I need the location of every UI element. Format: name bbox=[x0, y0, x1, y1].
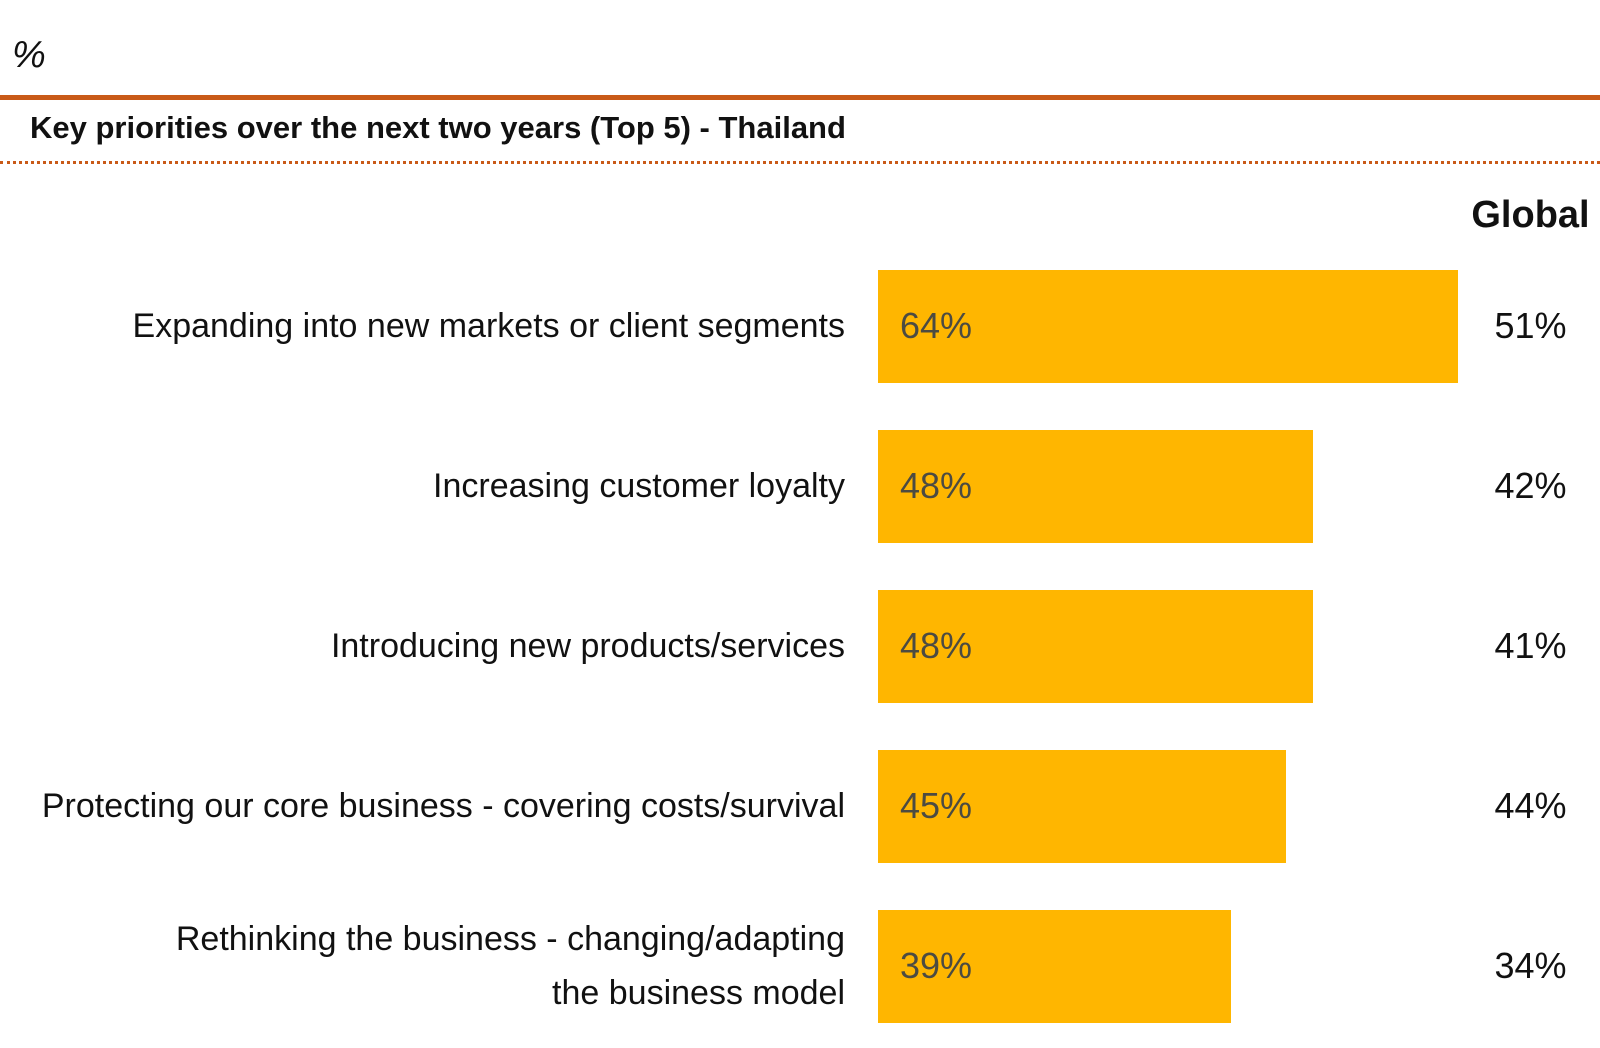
bar-chart: Expanding into new markets or client seg… bbox=[0, 246, 1600, 1046]
global-value-label: 34% bbox=[1494, 945, 1567, 986]
category-label: Rethinking the business - changing/adapt… bbox=[175, 919, 845, 1012]
thailand-value-label: 45% bbox=[900, 785, 973, 826]
thailand-value-label: 48% bbox=[900, 465, 973, 506]
global-value-label: 44% bbox=[1494, 785, 1567, 826]
header-rule-solid bbox=[0, 95, 1600, 100]
unit-label: % bbox=[12, 34, 46, 76]
bar-track: 39% bbox=[878, 909, 1231, 1023]
title-rule-dotted bbox=[0, 161, 1600, 164]
thailand-value-label: 48% bbox=[900, 625, 973, 666]
bar-track: 48% bbox=[878, 589, 1313, 703]
global-value-label: 42% bbox=[1494, 465, 1567, 506]
chart-row: Introducing new products/services 48% 41… bbox=[0, 566, 1600, 726]
category-label: Expanding into new markets or client seg… bbox=[132, 306, 845, 345]
thailand-bar: 48% bbox=[878, 429, 1313, 543]
thailand-bar: 48% bbox=[878, 589, 1313, 703]
chart-row: Expanding into new markets or client seg… bbox=[0, 246, 1600, 406]
bar-track: 64% bbox=[878, 269, 1458, 383]
thailand-bar: 64% bbox=[878, 269, 1458, 383]
category-label: Protecting our core business - covering … bbox=[41, 786, 845, 825]
global-value-label: 51% bbox=[1494, 305, 1567, 346]
thailand-bar: 39% bbox=[878, 909, 1231, 1023]
bar-track: 48% bbox=[878, 429, 1313, 543]
thailand-value-label: 64% bbox=[900, 305, 973, 346]
thailand-bar: 45% bbox=[878, 749, 1286, 863]
global-column-header: Global bbox=[1471, 194, 1590, 236]
chart-title: Key priorities over the next two years (… bbox=[30, 110, 846, 145]
thailand-value-label: 39% bbox=[900, 945, 973, 986]
category-label: Introducing new products/services bbox=[330, 626, 845, 665]
chart-row: Increasing customer loyalty 48% 42% bbox=[0, 406, 1600, 566]
chart-row: Rethinking the business - changing/adapt… bbox=[0, 886, 1600, 1046]
category-label: Increasing customer loyalty bbox=[433, 466, 845, 505]
chart-row: Protecting our core business - covering … bbox=[0, 726, 1600, 886]
global-value-label: 41% bbox=[1494, 625, 1567, 666]
bar-track: 45% bbox=[878, 749, 1286, 863]
